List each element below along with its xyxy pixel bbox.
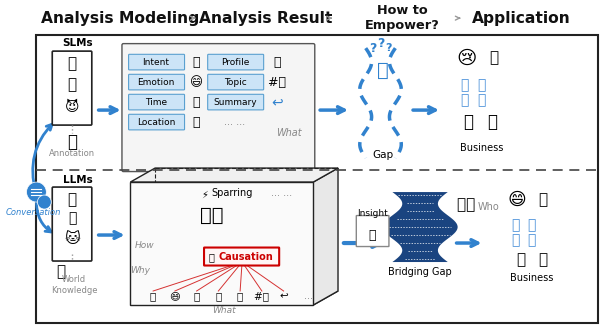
Text: 😄: 😄	[169, 291, 181, 301]
Text: ⬛: ⬛	[477, 78, 486, 92]
Text: 👤: 👤	[237, 291, 243, 301]
Text: ⬛: ⬛	[511, 218, 519, 232]
Text: 🧸: 🧸	[68, 57, 77, 72]
Text: ?: ?	[377, 37, 384, 50]
FancyBboxPatch shape	[53, 51, 92, 125]
Text: 👩‍💼: 👩‍💼	[457, 198, 476, 213]
Text: How: How	[135, 241, 154, 249]
Text: ⬛: ⬛	[477, 93, 486, 107]
Text: ↩: ↩	[279, 291, 288, 301]
Text: ?: ?	[385, 43, 391, 53]
Text: ... ...: ... ...	[271, 188, 292, 198]
FancyBboxPatch shape	[129, 114, 185, 130]
Text: What: What	[276, 128, 301, 138]
Text: 😈: 😈	[65, 100, 79, 114]
Text: #️⃣: #️⃣	[268, 76, 286, 89]
Text: Sparring: Sparring	[211, 188, 253, 198]
Text: 🕐: 🕐	[193, 96, 201, 109]
Text: 🛒: 🛒	[538, 193, 547, 208]
FancyBboxPatch shape	[208, 94, 264, 110]
Text: 😄: 😄	[507, 191, 526, 209]
Text: 🛒: 🛒	[490, 50, 499, 66]
Text: 😄: 😄	[190, 76, 203, 89]
Text: What: What	[213, 306, 236, 314]
Text: LLMs: LLMs	[63, 175, 93, 185]
Text: How to
Empower?: How to Empower?	[365, 4, 440, 32]
Text: 🎧: 🎧	[487, 113, 497, 131]
Polygon shape	[130, 291, 338, 305]
Text: ... ...: ... ...	[223, 117, 245, 127]
Text: ...: ...	[304, 291, 313, 301]
Text: Analysis Modeling: Analysis Modeling	[41, 11, 199, 26]
Circle shape	[27, 182, 47, 202]
Text: 🧑: 🧑	[67, 133, 77, 151]
Text: Analysis Result: Analysis Result	[199, 11, 333, 26]
Text: 💼: 💼	[516, 252, 525, 268]
FancyBboxPatch shape	[129, 54, 185, 70]
FancyBboxPatch shape	[356, 215, 389, 247]
Text: Business: Business	[460, 143, 503, 153]
Text: #️⃣: #️⃣	[254, 291, 269, 301]
Text: 🙁: 🙁	[377, 61, 388, 80]
Text: Causation: Causation	[219, 252, 274, 262]
Text: SLMs: SLMs	[63, 38, 93, 48]
Text: 📊: 📊	[208, 252, 214, 262]
Text: World
Knowledge: World Knowledge	[51, 275, 97, 295]
Text: ⬛: ⬛	[528, 233, 536, 247]
FancyBboxPatch shape	[204, 248, 279, 266]
Text: 🎧: 🎧	[538, 252, 547, 268]
Text: 🎭: 🎭	[68, 78, 77, 93]
Text: 👤: 👤	[273, 56, 280, 69]
Text: 💎: 💎	[68, 211, 76, 225]
FancyBboxPatch shape	[53, 187, 92, 261]
Polygon shape	[382, 192, 458, 262]
Text: ⬛: ⬛	[460, 93, 469, 107]
Polygon shape	[130, 182, 313, 305]
Text: 💼: 💼	[463, 113, 474, 131]
Circle shape	[37, 195, 51, 209]
Text: Annotation: Annotation	[49, 148, 95, 158]
Text: 📍: 📍	[193, 115, 201, 129]
Text: 🕐: 🕐	[193, 291, 200, 301]
Text: Emotion: Emotion	[137, 78, 175, 86]
Text: Conversation: Conversation	[6, 208, 61, 216]
Text: 💡: 💡	[193, 56, 201, 69]
Text: ⭐: ⭐	[369, 229, 376, 242]
Text: Profile: Profile	[221, 58, 249, 67]
Bar	[36, 35, 598, 323]
FancyBboxPatch shape	[122, 44, 315, 172]
Text: 🐱: 🐱	[64, 231, 80, 246]
Text: Topic: Topic	[224, 78, 246, 86]
Text: Who: Who	[477, 202, 499, 212]
Text: Location: Location	[137, 117, 175, 127]
Text: Intent: Intent	[143, 58, 170, 67]
Text: ↩: ↩	[271, 95, 283, 109]
Text: Gap: Gap	[372, 150, 393, 160]
Text: Application: Application	[472, 11, 570, 26]
Polygon shape	[130, 168, 338, 182]
Text: Business: Business	[510, 273, 553, 283]
Text: ⬛: ⬛	[511, 233, 519, 247]
Text: Why: Why	[130, 266, 150, 275]
Text: Bridging Gap: Bridging Gap	[388, 267, 452, 277]
Text: Insight: Insight	[357, 209, 388, 217]
Text: ?: ?	[369, 42, 376, 55]
Text: 📍: 📍	[215, 291, 222, 301]
Text: 🧑‍💻: 🧑‍💻	[200, 206, 223, 224]
FancyBboxPatch shape	[129, 74, 185, 90]
Text: 😢: 😢	[457, 49, 477, 68]
Text: 🌐: 🌐	[57, 265, 66, 280]
Text: ⬛: ⬛	[528, 218, 536, 232]
FancyBboxPatch shape	[208, 54, 264, 70]
Text: ⚡: ⚡	[201, 190, 208, 200]
Text: 🤖: 🤖	[68, 193, 77, 208]
Polygon shape	[313, 168, 338, 305]
Text: Summary: Summary	[213, 98, 257, 107]
Text: 💡: 💡	[150, 291, 156, 301]
FancyBboxPatch shape	[129, 94, 185, 110]
Text: ⬛: ⬛	[460, 78, 469, 92]
FancyBboxPatch shape	[208, 74, 264, 90]
Text: Time: Time	[145, 98, 167, 107]
